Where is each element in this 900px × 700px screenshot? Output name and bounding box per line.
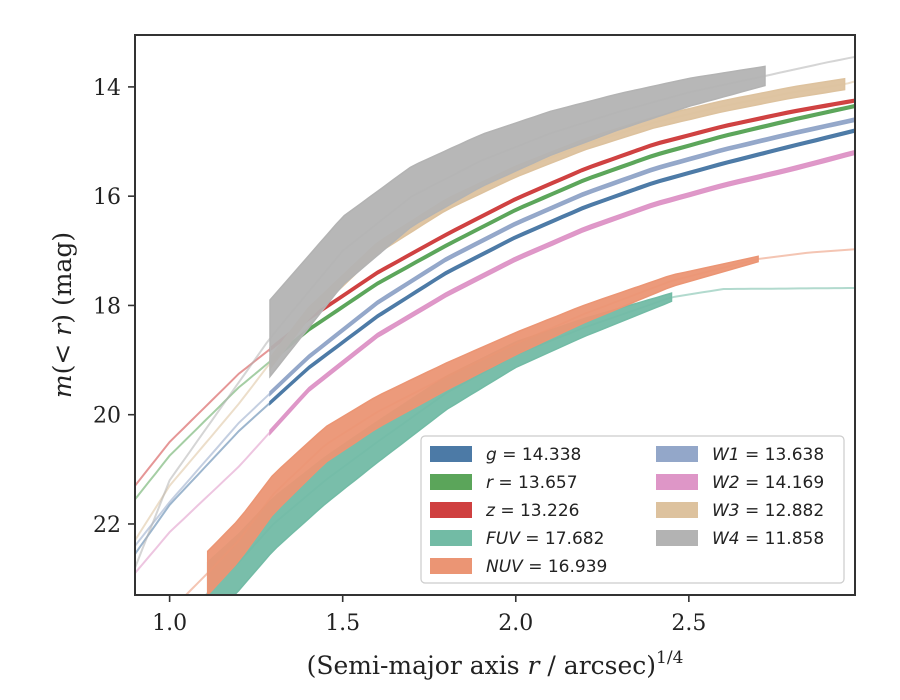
y-axis-label: m(< r) (mag): [48, 232, 77, 398]
legend-swatch: [430, 558, 472, 574]
legend-band-value: = 16.939: [523, 557, 608, 577]
legend-swatch: [430, 446, 472, 462]
series-r: [135, 103, 855, 501]
y-axis-label-post: ) (mag): [48, 232, 77, 324]
legend-band-name: r: [486, 473, 494, 493]
legend-swatch: [430, 474, 472, 490]
legend-item-w2: W2 = 14.169: [656, 473, 824, 493]
legend-band-name: z: [485, 501, 496, 521]
y-tick-label: 18: [93, 294, 121, 319]
legend-band-name: g: [486, 445, 497, 465]
legend-swatch: [430, 502, 472, 518]
legend-band-name: W3: [712, 501, 740, 521]
legend-label: FUV = 17.682: [486, 529, 604, 549]
legend-label: r = 13.657: [486, 473, 578, 493]
legend-band-value: = 11.858: [740, 529, 825, 549]
series-g: [135, 128, 855, 555]
series-band: [269, 103, 855, 365]
y-axis-label-var: r: [48, 322, 77, 336]
legend-label: z = 13.226: [485, 501, 579, 521]
x-axis-ticks: 1.0 1.5 2.0 2.5: [152, 595, 706, 636]
y-tick-label: 14: [93, 76, 121, 101]
legend-item-w4: W4 = 11.858: [656, 529, 824, 549]
legend-band-value: = 14.338: [497, 445, 582, 465]
legend-label: W2 = 14.169: [712, 473, 824, 493]
legend-label: NUV = 16.939: [486, 557, 607, 577]
legend-label: W4 = 11.858: [712, 529, 824, 549]
series-nuv: [184, 248, 855, 595]
series-band: [269, 117, 855, 397]
legend-band-name: NUV: [486, 557, 524, 577]
x-tick-label: 2.5: [671, 611, 706, 636]
legend-item-z: z = 13.226: [430, 501, 579, 521]
y-axis-label-pre: m: [48, 374, 77, 398]
legend-box: [420, 435, 845, 584]
x-axis-label-superscript: 1/4: [656, 648, 683, 668]
legend-item-w3: W3 = 12.882: [656, 501, 824, 521]
legend-item-nuv: NUV = 16.939: [430, 557, 607, 577]
legend-band-value: = 17.682: [520, 529, 605, 549]
legend-label: g = 14.338: [486, 445, 581, 465]
series-band: [206, 255, 759, 595]
legend-band-value: = 12.882: [740, 501, 825, 521]
y-axis-label-mid: (<: [48, 336, 77, 375]
series-band: [269, 149, 855, 437]
series-layer: [135, 55, 855, 595]
x-tick-label: 1.5: [325, 611, 360, 636]
series-w1: [135, 117, 855, 547]
legend-band-value: = 13.657: [493, 473, 578, 493]
legend-item-fuv: FUV = 17.682: [430, 529, 604, 549]
legend-band-value: = 14.169: [740, 473, 825, 493]
y-tick-label: 22: [93, 513, 121, 538]
x-axis-label-var: r: [528, 651, 542, 680]
legend-band-value: = 13.638: [740, 445, 825, 465]
legend-item-r: r = 13.657: [430, 473, 578, 493]
axes-frame: [134, 34, 856, 596]
y-tick-label: 20: [93, 404, 121, 429]
series-band: [269, 98, 855, 353]
legend-label: W3 = 12.882: [712, 501, 824, 521]
legend-swatch: [656, 474, 698, 490]
series-band: [269, 65, 766, 379]
legend-band-name: W4: [712, 529, 740, 549]
x-axis-label-main: (Semi-major axis: [307, 651, 528, 680]
legend-item-g: g = 14.338: [430, 445, 581, 465]
legend-band-name: FUV: [486, 529, 521, 549]
legend-band-value: = 13.226: [495, 501, 580, 521]
series-band: [269, 128, 855, 406]
legend-swatch: [656, 446, 698, 462]
x-tick-label: 1.0: [152, 611, 187, 636]
y-tick-label: 16: [93, 185, 121, 210]
legend-label: W1 = 13.638: [712, 445, 824, 465]
x-tick-label: 2.0: [498, 611, 533, 636]
series-w4: [135, 55, 855, 569]
legend-swatch: [656, 530, 698, 546]
legend-band-name: W2: [712, 473, 740, 493]
x-axis-label: (Semi-major axis r / arcsec)1/4: [307, 648, 684, 680]
legend-swatch: [430, 530, 472, 546]
series-w2: [135, 149, 855, 574]
x-axis-label-tail: / arcsec): [539, 651, 656, 680]
legend-item-w1: W1 = 13.638: [656, 445, 824, 465]
legend-band-name: W1: [712, 445, 740, 465]
y-axis-ticks: 14 16 18 20 22: [93, 76, 135, 538]
legend-swatch: [656, 502, 698, 518]
